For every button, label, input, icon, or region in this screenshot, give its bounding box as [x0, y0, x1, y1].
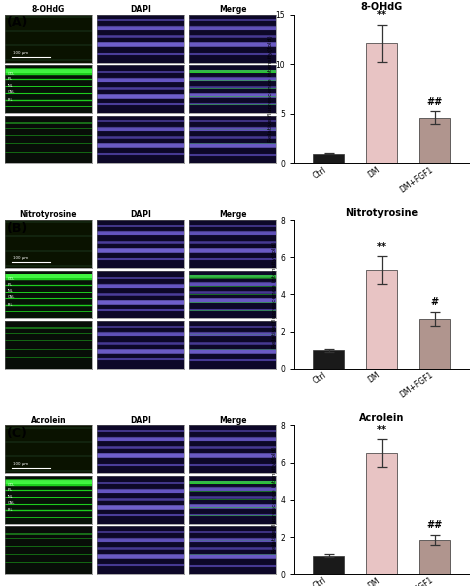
Title: Merge: Merge — [219, 5, 246, 14]
Text: #: # — [431, 297, 439, 307]
Title: Acrolein: Acrolein — [359, 413, 404, 423]
Text: GCL: GCL — [8, 482, 15, 486]
Text: 100 μm: 100 μm — [13, 51, 28, 55]
Text: 100 μm: 100 μm — [13, 256, 28, 260]
Title: 8-OHdG: 8-OHdG — [32, 5, 65, 14]
Y-axis label: Relative fluorescence intensity(fold): Relative fluorescence intensity(fold) — [273, 447, 277, 553]
Text: INL: INL — [8, 495, 13, 499]
Bar — [313, 556, 344, 574]
Text: (B): (B) — [7, 222, 28, 235]
Text: **: ** — [377, 10, 387, 20]
Text: GCL: GCL — [8, 277, 15, 281]
Bar — [419, 319, 450, 369]
Bar — [313, 154, 344, 163]
Title: DAPI: DAPI — [130, 415, 151, 425]
Title: 8-OHdG: 8-OHdG — [361, 2, 403, 12]
Text: IPL: IPL — [8, 77, 12, 81]
Text: IRL: IRL — [8, 509, 13, 512]
Title: Merge: Merge — [219, 210, 246, 219]
Bar — [419, 118, 450, 163]
Title: DAPI: DAPI — [130, 210, 151, 219]
Text: **: ** — [377, 242, 387, 252]
Title: Nitrotyrosine: Nitrotyrosine — [19, 210, 77, 219]
Text: (C): (C) — [7, 427, 28, 440]
Bar — [366, 454, 397, 574]
Title: Merge: Merge — [219, 415, 246, 425]
Bar — [366, 43, 397, 163]
Text: ONL: ONL — [8, 90, 15, 94]
Y-axis label: Relative fluorescence intensity(fold): Relative fluorescence intensity(fold) — [273, 241, 277, 348]
Text: IRL: IRL — [8, 303, 13, 307]
Text: IPL: IPL — [8, 283, 12, 287]
Text: **: ** — [377, 425, 387, 435]
Title: DAPI: DAPI — [130, 5, 151, 14]
Text: IPL: IPL — [8, 488, 12, 492]
Bar — [366, 270, 397, 369]
Text: IRL: IRL — [8, 98, 13, 101]
Text: GCL: GCL — [8, 71, 15, 76]
Text: INL: INL — [8, 84, 13, 88]
Title: Nitrotyrosine: Nitrotyrosine — [345, 208, 418, 218]
Text: ##: ## — [427, 97, 443, 107]
Text: INL: INL — [8, 289, 13, 293]
Text: (A): (A) — [7, 16, 28, 29]
Title: Acrolein: Acrolein — [31, 415, 66, 425]
Text: ONL: ONL — [8, 500, 15, 505]
Text: ONL: ONL — [8, 295, 15, 299]
Y-axis label: Relative fluorescence intensity(fold): Relative fluorescence intensity(fold) — [268, 36, 273, 142]
Text: ##: ## — [427, 520, 443, 530]
Bar — [419, 540, 450, 574]
Bar — [313, 350, 344, 369]
Text: 100 μm: 100 μm — [13, 462, 28, 466]
